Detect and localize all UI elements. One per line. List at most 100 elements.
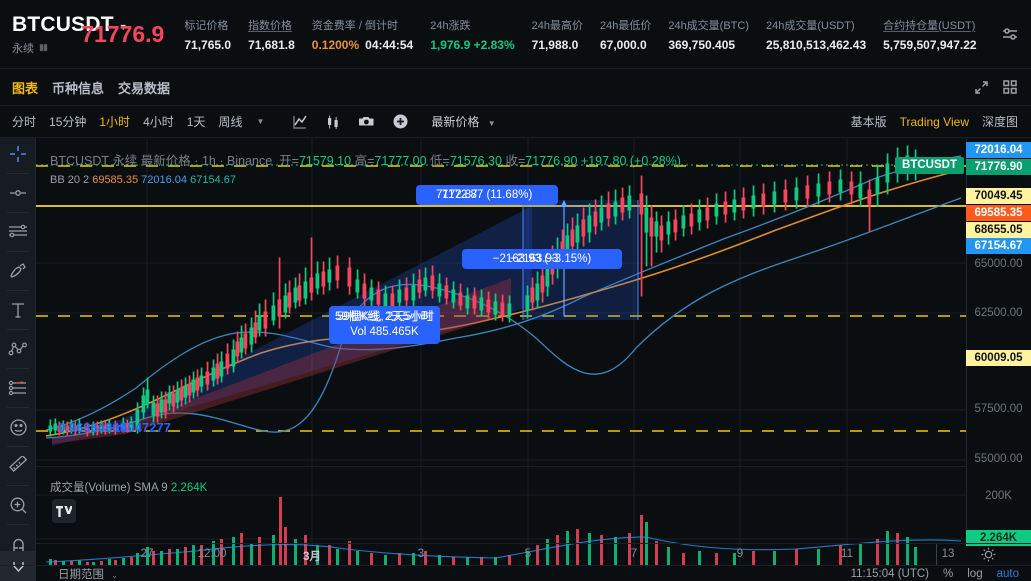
interval-4h[interactable]: 4小时 <box>143 115 174 129</box>
crosshair-icon[interactable] <box>0 138 36 170</box>
time-cursor <box>936 544 937 566</box>
symbol-block[interactable]: BTCUSDT ▼ 永续 ▮▮ <box>0 13 169 56</box>
contract-type-label: 永续 <box>12 42 34 55</box>
time-tick-27: 27 <box>140 548 154 560</box>
chevron-down-icon[interactable]: ▼ <box>256 117 265 126</box>
chevron-down-icon[interactable]: ▼ <box>118 21 128 32</box>
pattern-icon[interactable] <box>0 333 36 365</box>
volume-axis[interactable]: 200K 2.264K <box>966 466 1031 546</box>
measure-annotation-1-text: 7172.87 (11.68%) <box>441 189 533 201</box>
price-mode-selector[interactable]: 最新价格 ▼ <box>431 113 495 130</box>
ruler-icon[interactable] <box>0 450 36 482</box>
view-basic[interactable]: 基本版 <box>850 115 887 129</box>
legend-close-label: 收= <box>505 154 526 168</box>
time-axis[interactable]: 27 12:00 3月 3 5 7 9 11 13 <box>36 543 1031 567</box>
measure-annotation-1-overlap: 7172.87 <box>436 189 478 201</box>
legend-price-type: 最新价格 <box>140 154 191 168</box>
line-chart-icon[interactable] <box>292 114 308 130</box>
sun-icon[interactable] <box>981 547 996 567</box>
interval-timeline[interactable]: 分时 <box>12 115 37 129</box>
volume-title: 成交量(Volume) <box>50 482 131 494</box>
time-tick-9: 9 <box>736 548 744 560</box>
volume-panel[interactable]: 成交量(Volume) SMA 9 2.264K <box>36 466 966 566</box>
stat-value: 25,810,513,462.43 <box>766 37 867 52</box>
price-tick-57500: 57500.00 <box>974 403 1023 415</box>
market-header: BTCUSDT ▼ 永续 ▮▮ 71776.9 标记价格 71,765.0 指数… <box>0 0 1031 69</box>
measure-annotation-3[interactable]: 59根K线, 2天5小时 59根K线, 2天5小时 Vol 485.465K <box>329 306 440 344</box>
candlestick-icon[interactable] <box>325 114 341 130</box>
legend-open: 71579.10 <box>298 154 352 168</box>
tradingview-logo-icon[interactable] <box>52 499 76 523</box>
stat-index-price: 指数价格 71,681.8 <box>248 17 312 52</box>
auto-scale-button[interactable]: auto <box>996 567 1019 580</box>
funding-countdown: 04:44:54 <box>365 37 414 52</box>
magnet-icon[interactable] <box>0 528 36 560</box>
legend-interval: 1h <box>201 154 216 168</box>
stat-24h-volume-btc: 24h成交量(BTC) 369,750.405 <box>668 17 766 52</box>
measure-annotation-2-text: −2163.93 (−3.15%) <box>492 253 592 265</box>
bottom-toolbar: 日期范围 ⌄ 11:15:04 (UTC) % log auto <box>0 565 1031 581</box>
stat-24h-volume-usdt: 24h成交量(USDT) 25,810,513,462.43 <box>766 17 883 52</box>
collapse-toolbar-button[interactable] <box>0 551 36 581</box>
percent-scale-button[interactable]: % <box>943 567 954 580</box>
funding-rate-value: 0.1200% <box>311 37 360 52</box>
volume-sma-value: 2.264K <box>170 482 208 494</box>
volume-chart-canvas <box>36 467 966 566</box>
log-scale-button[interactable]: log <box>967 567 983 580</box>
indicator-basis: 69585.35 <box>92 174 139 186</box>
text-icon[interactable] <box>0 294 36 326</box>
stat-label: 24h成交量(USDT) <box>766 19 855 32</box>
zoom-in-icon[interactable] <box>0 489 36 521</box>
date-range-selector[interactable]: 日期范围 ⌄ <box>58 566 118 581</box>
stat-open-interest: 合约持仓量(USDT) 5,759,507,947.22 <box>883 17 993 52</box>
legend-symbol: BTCUSDT <box>50 154 109 168</box>
legend-low-label: 低= <box>430 154 450 168</box>
time-tick-march: 3月 <box>303 551 321 563</box>
indicator-name: BB 20 2 <box>50 174 90 186</box>
grid-icon[interactable] <box>1003 80 1017 94</box>
header-stats: 标记价格 71,765.0 指数价格 71,681.8 资金费率 / 倒计时 0… <box>184 17 993 52</box>
interval-1d[interactable]: 1天 <box>186 115 206 129</box>
time-tick-13: 13 <box>941 548 955 560</box>
chart-tools <box>292 113 409 130</box>
sliders-icon[interactable] <box>994 25 1027 43</box>
trend-line-icon[interactable] <box>0 177 36 209</box>
interval-15m[interactable]: 15分钟 <box>49 115 87 129</box>
tab-chart[interactable]: 图表 <box>12 80 39 96</box>
time-tick-1200: 12:00 <box>197 548 227 560</box>
change-value: 1,976.9 +2.83% <box>430 37 515 52</box>
measure-annotation-1[interactable]: 7172.87 (11.68%) 7172.87 <box>416 185 558 205</box>
emoji-icon[interactable] <box>0 411 36 443</box>
bars-icon: ▮▮ <box>39 42 48 52</box>
legend-change: +197.80 (+0.28%) <box>580 154 681 168</box>
brush-icon[interactable] <box>0 255 36 287</box>
stat-label[interactable]: 合约持仓量(USDT) <box>883 19 976 32</box>
symbol-name: BTCUSDT <box>12 12 114 36</box>
view-depth[interactable]: 深度图 <box>981 115 1018 129</box>
stat-funding-rate: 资金费率 / 倒计时 0.1200% 04:44:54 <box>312 17 430 52</box>
forecast-icon[interactable] <box>0 372 36 404</box>
interval-1h[interactable]: 1小时 <box>99 115 131 129</box>
horizontal-lines-icon[interactable] <box>0 216 36 248</box>
tab-trade-data[interactable]: 交易数据 <box>118 80 171 96</box>
view-tradingview[interactable]: Trading View <box>899 114 969 129</box>
add-indicator-icon[interactable] <box>392 113 409 130</box>
price-tick-62500: 62500.00 <box>974 307 1023 319</box>
date-range-label: 日期范围 <box>58 568 104 581</box>
legend-indicator-line: BB 20 2 69585.35 72016.04 67154.67 <box>50 174 681 186</box>
price-tick-55000: 55000.00 <box>974 453 1023 465</box>
stat-value: 71,988.0 <box>531 37 579 52</box>
price-tick-bb-upper: 72016.04 <box>966 142 1031 158</box>
expand-icon[interactable] <box>974 80 989 95</box>
time-tick-3: 3 <box>417 548 425 560</box>
tab-coin-info[interactable]: 币种信息 <box>52 80 105 96</box>
stat-label[interactable]: 指数价格 <box>248 19 293 32</box>
price-tick-level-3: 60009.05 <box>966 350 1031 366</box>
measure-annotation-2[interactable]: −2163.93 (−3.15%) −2163.93 <box>462 249 622 269</box>
interval-1w[interactable]: 周线 <box>218 115 243 129</box>
camera-icon[interactable] <box>358 113 375 130</box>
stat-value: 71,681.8 <box>248 37 295 52</box>
stat-24h-low: 24h最低价 67,000.0 <box>600 17 668 52</box>
stat-label: 24h涨跌 <box>430 19 471 32</box>
